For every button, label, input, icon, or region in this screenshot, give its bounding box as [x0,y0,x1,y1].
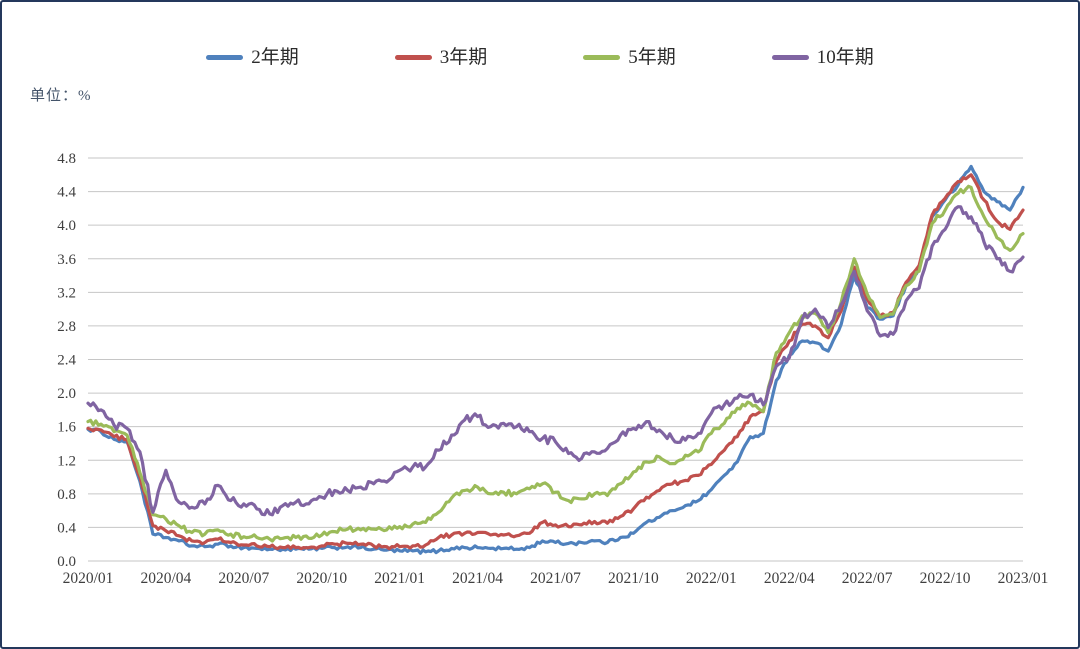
x-tick-label: 2022/07 [842,570,893,587]
y-tick-label: 2.0 [57,386,76,402]
y-tick-label: 1.6 [57,420,76,436]
x-tick-label: 2021/10 [608,570,659,587]
legend-item-10yr: 10年期 [771,47,874,68]
x-tick-label: 2022/04 [764,570,815,587]
x-tick-label: 2020/01 [63,570,114,587]
y-tick-label: 4.4 [57,185,76,201]
legend-label-5yr: 5年期 [628,47,676,68]
y-tick-label: 3.2 [57,285,76,301]
series-line-3yr [86,173,1025,551]
x-tick-label: 2020/07 [218,570,269,587]
x-tick-label: 2023/01 [998,570,1049,587]
y-tick-label: 2.8 [57,319,76,335]
y-tick-label: 4.8 [57,151,76,167]
x-tick-label: 2021/04 [452,570,503,587]
legend-item-3yr: 3年期 [394,47,488,68]
x-tick-label: 2022/10 [920,570,971,587]
chart-legend: 2年期 3年期 5年期 10年期 [0,48,1080,67]
x-tick-label: 2020/10 [296,570,347,587]
x-tick-label: 2021/07 [530,570,581,587]
legend-line-swatch-3yr [394,55,432,60]
x-tick-label: 2021/01 [374,570,425,587]
y-tick-label: 3.6 [57,252,76,268]
y-tick-label: 0.0 [57,554,76,570]
y-tick-label: 1.2 [57,453,76,469]
legend-label-10yr: 10年期 [816,47,874,68]
series-line-10yr [86,205,1025,517]
legend-item-2yr: 2年期 [206,48,299,67]
x-tick-label: 2020/04 [141,570,192,587]
legend-label-2yr: 2年期 [251,47,299,68]
y-tick-label: 2.4 [57,353,76,369]
legend-line-swatch-2yr [206,55,244,60]
y-tick-label: 0.4 [57,520,76,536]
y-tick-label: 4.0 [57,218,76,234]
series-line-5yr [86,184,1025,543]
legend-item-5yr: 5年期 [583,48,676,67]
x-tick-label: 2022/01 [686,570,737,587]
unit-label: 单位：% [30,88,92,104]
y-tick-label: 0.8 [57,487,76,503]
legend-line-swatch-10yr [771,55,809,60]
legend-line-swatch-5yr [583,55,621,60]
legend-label-3yr: 3年期 [439,47,488,68]
